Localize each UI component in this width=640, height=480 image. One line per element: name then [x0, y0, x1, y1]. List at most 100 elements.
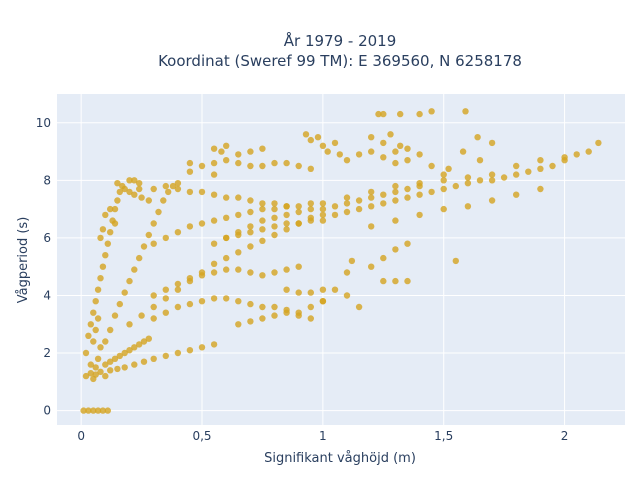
data-point — [186, 275, 194, 282]
data-point — [416, 180, 423, 187]
data-point — [595, 139, 602, 147]
data-point — [131, 344, 138, 351]
data-point — [94, 355, 102, 362]
data-point — [223, 214, 230, 221]
data-point — [136, 341, 143, 348]
data-point — [223, 266, 230, 273]
data-point — [368, 203, 375, 210]
data-point — [476, 157, 484, 164]
data-point — [537, 165, 544, 172]
data-point — [162, 182, 169, 190]
data-point — [549, 162, 556, 170]
data-point — [162, 309, 169, 316]
data-point — [445, 165, 452, 172]
data-point — [392, 246, 399, 253]
data-point — [380, 154, 387, 161]
data-point — [247, 243, 254, 250]
data-point — [235, 231, 242, 239]
data-point — [259, 217, 266, 224]
data-point — [150, 292, 157, 299]
data-point — [452, 182, 459, 190]
data-point — [464, 180, 472, 187]
data-point — [247, 162, 254, 170]
data-point — [247, 148, 254, 155]
data-point — [319, 286, 327, 293]
data-point — [210, 269, 218, 276]
data-point — [223, 234, 230, 242]
data-point — [111, 312, 119, 319]
data-point — [126, 347, 133, 354]
data-point — [307, 200, 314, 207]
data-point — [210, 159, 218, 167]
data-point — [295, 162, 302, 170]
data-point — [198, 298, 206, 305]
data-point — [162, 295, 169, 302]
data-point — [102, 372, 109, 380]
data-point — [474, 134, 481, 141]
data-point — [210, 217, 218, 224]
data-point — [223, 157, 230, 164]
data-point — [247, 269, 254, 276]
data-point — [259, 272, 266, 279]
data-point — [271, 269, 278, 276]
data-point — [247, 229, 254, 236]
data-point — [585, 148, 592, 155]
data-point — [114, 180, 121, 187]
data-point — [210, 191, 218, 198]
data-point — [165, 188, 172, 196]
data-point — [247, 197, 254, 204]
data-point — [476, 177, 484, 184]
data-point — [102, 361, 109, 368]
data-point — [537, 185, 544, 193]
data-point — [392, 277, 399, 285]
data-point — [138, 312, 145, 319]
data-point — [271, 312, 278, 319]
data-point — [464, 203, 472, 210]
data-point — [174, 185, 182, 193]
data-point — [150, 303, 157, 311]
data-point — [271, 205, 278, 213]
data-point — [392, 148, 399, 155]
data-point — [404, 185, 411, 193]
data-point — [380, 200, 387, 207]
data-point — [259, 162, 266, 170]
data-point — [140, 358, 148, 365]
data-point — [368, 134, 375, 141]
x-tick-label: 0,5 — [192, 429, 211, 443]
chart-title-line1: År 1979 - 2019 — [284, 31, 397, 50]
data-point — [198, 272, 206, 279]
data-point — [235, 151, 242, 158]
data-point — [131, 266, 138, 273]
data-point — [90, 309, 97, 316]
data-point — [235, 159, 242, 167]
data-point — [186, 168, 194, 175]
data-point — [218, 148, 225, 155]
data-point — [97, 344, 104, 351]
data-point — [307, 165, 314, 172]
data-point — [94, 407, 102, 414]
data-point — [259, 303, 266, 311]
data-point — [82, 349, 90, 357]
data-point — [348, 257, 356, 265]
data-point — [319, 217, 327, 224]
data-point — [355, 205, 363, 213]
data-point — [210, 171, 218, 178]
data-point — [331, 211, 339, 219]
data-point — [380, 254, 387, 262]
data-point — [271, 159, 278, 167]
data-point — [136, 185, 143, 193]
data-point — [283, 220, 290, 227]
data-point — [319, 142, 327, 149]
data-point — [198, 344, 206, 351]
y-tick-label: 6 — [43, 231, 51, 245]
data-point — [90, 407, 97, 414]
data-point — [174, 180, 182, 187]
data-point — [336, 151, 343, 158]
data-point — [136, 180, 143, 187]
data-point — [97, 234, 104, 242]
data-point — [271, 303, 278, 311]
data-point — [295, 289, 302, 296]
data-point — [150, 240, 157, 247]
data-point — [343, 208, 351, 216]
